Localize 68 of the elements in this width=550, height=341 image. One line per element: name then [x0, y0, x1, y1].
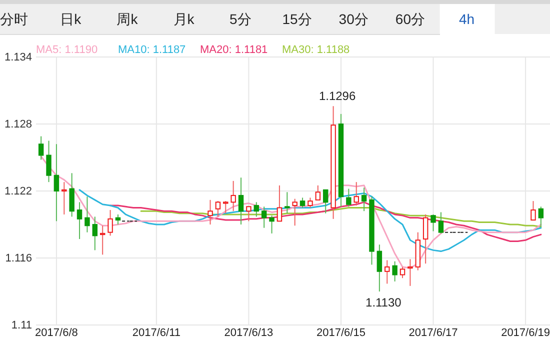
y-tick-label: 1.128	[4, 118, 32, 131]
candlestick	[530, 200, 536, 221]
candlestick	[223, 200, 228, 214]
candlestick	[38, 136, 44, 160]
text: 15分	[282, 11, 312, 27]
candlestick	[46, 140, 52, 183]
candlestick	[254, 202, 260, 218]
y-tick-label: 1.134	[4, 52, 32, 64]
candlestick	[322, 189, 328, 214]
x-tick-label: 2017/6/13	[224, 326, 274, 339]
candlestick	[100, 225, 106, 256]
candlestick	[108, 209, 113, 236]
x-tick-label: 2017/6/11	[132, 326, 180, 339]
candlestick	[408, 258, 413, 286]
x-tick-label: 2017/6/15	[316, 326, 366, 339]
candlestick	[54, 144, 60, 222]
candlestick	[69, 172, 74, 218]
candlestick	[315, 184, 321, 200]
text: MA20: 1.1181	[200, 44, 268, 56]
candlestick	[246, 206, 252, 222]
text: 分时	[0, 11, 28, 27]
candlestick	[208, 199, 213, 225]
text: 60分	[395, 11, 425, 27]
text: 5分	[230, 11, 252, 27]
candlestick	[308, 197, 313, 208]
x-tick-label: 2017/6/19	[501, 326, 550, 339]
x-tick-label: 2017/6/8	[35, 326, 78, 339]
candlestick	[392, 260, 398, 282]
text: 月k	[173, 11, 196, 27]
candlestick	[422, 214, 428, 264]
candlestick	[238, 177, 244, 225]
line-series	[78, 189, 542, 252]
candlestick	[538, 206, 544, 228]
candlestick	[115, 214, 121, 225]
candlestick	[92, 216, 98, 251]
candlestick	[269, 215, 274, 234]
text: MA5: 1.1190	[36, 44, 98, 56]
candlestick	[361, 187, 367, 212]
y-tick-label: 1.11	[11, 320, 32, 332]
candlestick	[261, 206, 267, 228]
candlestick	[76, 202, 82, 240]
candlestick	[430, 214, 436, 232]
text: 日k	[60, 11, 82, 27]
line-series	[140, 207, 542, 228]
candlestick	[292, 198, 298, 226]
candlestick	[300, 197, 306, 208]
text: 周k	[116, 11, 139, 27]
candlestick	[230, 180, 236, 212]
candlestick	[346, 188, 352, 208]
annotation: 1.1296	[318, 89, 356, 104]
text: 30分	[338, 11, 368, 27]
candlestick	[215, 200, 221, 218]
candlestick	[284, 192, 290, 214]
text: MA30: 1.1188	[282, 44, 350, 56]
x-tick-label: 2017/6/17	[408, 326, 458, 339]
candlestick	[384, 260, 390, 284]
candlestick	[62, 182, 67, 215]
annotation: 1.1130	[366, 296, 402, 310]
candlestick	[276, 184, 282, 222]
candlestick	[400, 266, 406, 279]
y-tick-label: 1.122	[4, 186, 32, 198]
candlestick	[84, 196, 90, 233]
text: MA10: 1.1187	[118, 44, 186, 56]
candlestick	[376, 244, 382, 292]
text: 4h	[459, 11, 475, 27]
candlestick	[438, 212, 444, 234]
y-tick-label: 1.116	[5, 252, 32, 265]
candlestick	[354, 182, 359, 206]
